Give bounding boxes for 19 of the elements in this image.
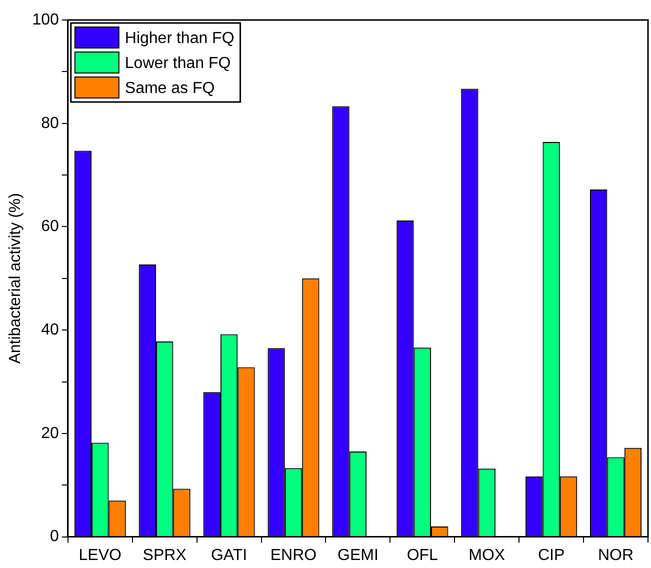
y-tick-label: 80 xyxy=(41,114,59,132)
legend-label: Lower than FQ xyxy=(124,54,231,72)
y-tick-label: 20 xyxy=(41,424,59,442)
y-axis-title: Antibacterial activity (%) xyxy=(7,193,24,364)
y-tick-label: 100 xyxy=(32,11,59,28)
legend-label: Higher than FQ xyxy=(124,30,234,47)
x-tick-label: GATI xyxy=(210,546,248,564)
x-tick-label: ENRO xyxy=(270,546,317,564)
x-tick-label: GEMI xyxy=(338,546,378,564)
y-tick-label: 40 xyxy=(41,321,59,338)
x-tick-label: NOR xyxy=(598,546,634,564)
y-tick-label: 0 xyxy=(50,528,59,546)
x-tick-label: OFL xyxy=(406,546,438,564)
x-tick-label: CIP xyxy=(538,546,565,564)
x-tick-label: LEVO xyxy=(78,546,122,564)
legend-label: Same as FQ xyxy=(124,80,215,97)
y-tick-label: 60 xyxy=(41,218,59,236)
x-tick-label: MOX xyxy=(468,546,506,564)
x-tick-label: SPRX xyxy=(142,546,187,564)
